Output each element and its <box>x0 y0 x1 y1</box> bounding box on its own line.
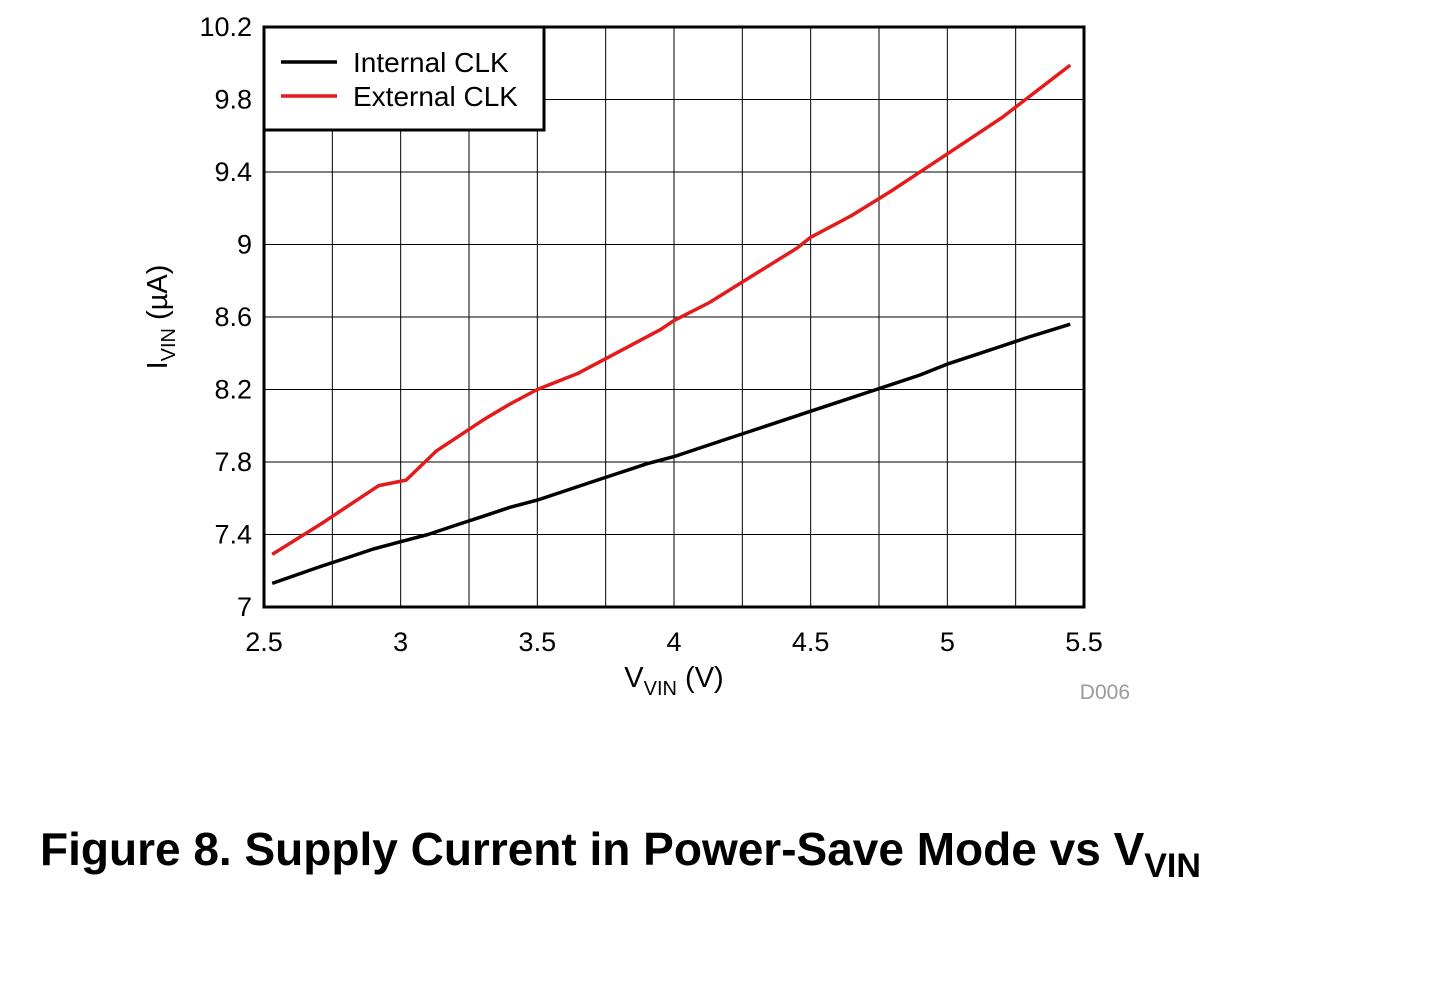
x-tick-label: 5.5 <box>1065 627 1103 657</box>
y-tick-label: 9.4 <box>214 157 252 187</box>
series-lines <box>271 63 1072 586</box>
series-line-internal-clk <box>271 322 1071 586</box>
series-line-external-clk <box>271 63 1072 556</box>
legend-label-internal-clk: Internal CLK <box>353 47 509 78</box>
x-tick-label: 3.5 <box>519 627 557 657</box>
x-axis-title: VVIN (V) <box>624 662 723 700</box>
plot-frame <box>262 25 1086 609</box>
figure-caption: Figure 8. Supply Current in Power-Save M… <box>40 823 1201 883</box>
x-axis-title-unit: (V) <box>677 662 724 694</box>
y-tick-label: 7.8 <box>214 447 252 477</box>
y-tick-label: 8.2 <box>214 375 252 405</box>
y-tick-labels: 7 7.4 7.8 8.2 8.6 9 9.4 9.8 10.2 <box>199 12 252 622</box>
x-tick-labels: 2.5 3 3.5 4 4.5 5 5.5 <box>245 627 1103 657</box>
grid-lines <box>264 27 1084 607</box>
y-tick-label: 7.4 <box>214 520 252 550</box>
y-axis-title-main: I <box>142 361 174 369</box>
y-tick-label: 10.2 <box>199 12 252 42</box>
y-tick-label: 9.8 <box>214 85 252 115</box>
y-axis-title-sub: VIN <box>158 328 180 361</box>
legend-label-external-clk: External CLK <box>353 81 518 112</box>
y-tick-label: 8.6 <box>214 302 252 332</box>
figure-id: D006 <box>1080 681 1130 704</box>
x-axis-title-main: V <box>624 662 644 694</box>
x-tick-label: 3 <box>393 627 408 657</box>
y-axis-title-unit: (µA) <box>142 265 174 328</box>
figure-caption-subscript: VIN <box>1144 847 1201 885</box>
y-axis-title: IVIN (µA) <box>142 265 180 370</box>
legend: Internal CLK External CLK <box>262 25 546 132</box>
figure-caption-text: Figure 8. Supply Current in Power-Save M… <box>40 823 1145 875</box>
y-tick-label: 7 <box>237 592 252 622</box>
x-tick-label: 5 <box>940 627 955 657</box>
x-tick-label: 4 <box>666 627 681 657</box>
x-tick-label: 4.5 <box>792 627 830 657</box>
y-tick-label: 9 <box>237 230 252 260</box>
legend-box <box>262 25 546 132</box>
chart: 2.5 3 3.5 4 4.5 5 5.5 7 7.4 7.8 8.2 8.6 9 9.4 9.8 10.2… <box>142 12 1130 704</box>
x-tick-label: 2.5 <box>245 627 283 657</box>
x-axis-title-sub: VIN <box>644 678 677 700</box>
